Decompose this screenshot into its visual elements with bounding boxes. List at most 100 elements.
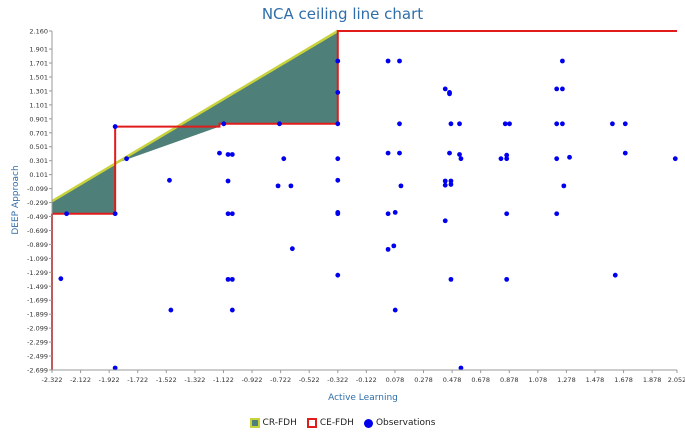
observation-point (221, 121, 227, 127)
observation-point (448, 182, 454, 187)
observation-point (622, 150, 628, 156)
observation-point (448, 276, 454, 282)
observation-point (554, 156, 560, 162)
x-tick-label: -1.322 (184, 376, 205, 384)
legend-item-ce-fdh[interactable]: CE-FDH (306, 418, 354, 428)
observation-point (458, 156, 464, 162)
observation-point (58, 276, 64, 282)
cr-fdh-line (51, 29, 339, 203)
x-tick-label: -0.722 (270, 376, 291, 384)
x-tick-label: 1.478 (586, 376, 605, 384)
x-tick-label: -0.122 (356, 376, 377, 384)
observation-point (554, 86, 560, 92)
x-tick-label: 0.478 (443, 376, 462, 384)
observation-point (448, 178, 454, 184)
observation-point (397, 150, 402, 156)
observation-point (168, 307, 174, 313)
x-tick-label: -1.522 (156, 376, 177, 384)
observation-point (225, 178, 231, 184)
y-tick-label: 1.701 (29, 60, 48, 68)
observation-point (560, 121, 565, 127)
observation-point (504, 152, 510, 158)
observation-point (335, 177, 341, 183)
observation-point (225, 152, 231, 157)
y-tick-label: -1.099 (27, 255, 48, 263)
observation-point (442, 86, 448, 92)
x-axis-label: Active Learning (328, 393, 398, 403)
y-tick-label: -1.899 (27, 311, 48, 319)
observation-point (442, 182, 448, 188)
observation-point (335, 89, 341, 95)
y-tick-label: 0.901 (29, 115, 48, 123)
x-tick-label: 1.078 (529, 376, 548, 384)
observation-point (457, 152, 462, 157)
legend-label-cr-fdh: CR-FDH (262, 418, 297, 428)
x-tick-label: 0.078 (386, 376, 405, 384)
chart-title: NCA ceiling line chart (261, 5, 424, 23)
observation-point (335, 156, 341, 162)
observation-point (277, 121, 282, 127)
x-tick-label: 0.278 (414, 376, 433, 384)
x-tick-label: -2.122 (70, 376, 91, 384)
observation-point (385, 150, 391, 156)
observation-point (554, 211, 560, 217)
observation-point (225, 276, 231, 282)
observation-point (229, 211, 235, 217)
y-tick-label: -1.499 (27, 283, 48, 291)
observation-dot-icon (363, 418, 373, 428)
observation-point (335, 272, 341, 278)
cr-fdh-swatch-icon (249, 418, 260, 428)
observation-point (385, 246, 391, 252)
observation-point (507, 121, 512, 127)
y-tick-label: -0.099 (27, 185, 48, 193)
observation-point (64, 211, 69, 217)
observation-point (335, 211, 341, 217)
legend-label-observations: Observations (375, 418, 436, 428)
x-tick-label: -1.122 (213, 376, 234, 384)
observation-point (112, 365, 118, 371)
x-tick-label: 1.878 (643, 376, 662, 384)
y-tick-label: -2.299 (27, 339, 48, 347)
x-tick-label: -1.922 (99, 376, 120, 384)
x-tick-label: 1.678 (614, 376, 633, 384)
legend-label-ce-fdh: CE-FDH (319, 418, 354, 428)
observation-point (612, 272, 618, 278)
observation-point (229, 307, 235, 313)
observation-point (398, 183, 404, 189)
y-tick-label: 1.901 (29, 46, 48, 54)
observation-point (561, 183, 567, 189)
y-tick-label: -2.099 (27, 325, 48, 333)
observation-point (442, 218, 448, 224)
observation-point (458, 365, 464, 371)
y-tick-label: -0.499 (27, 213, 48, 221)
x-tick-label: -0.322 (327, 376, 348, 384)
legend-item-cr-fdh[interactable]: CR-FDH (249, 418, 297, 428)
y-tick-label: 2.160 (29, 28, 48, 36)
observation-point (504, 211, 510, 217)
x-tick-label: 1.278 (557, 376, 576, 384)
y-tick-label: -1.699 (27, 297, 48, 305)
y-tick-label: -0.299 (27, 199, 48, 207)
cr-fdh-area (52, 31, 338, 214)
ce-fdh-swatch-icon (306, 418, 317, 428)
observation-point (229, 152, 235, 157)
observation-point (610, 121, 615, 127)
x-tick-label: 0.678 (471, 376, 490, 384)
observation-point (560, 86, 565, 92)
x-tick-label: 0.878 (500, 376, 519, 384)
observation-point (554, 121, 560, 127)
observation-point (672, 156, 678, 162)
y-tick-label: -2.699 (27, 367, 48, 375)
y-tick-label: -1.299 (27, 269, 48, 277)
observation-point (622, 121, 628, 127)
legend-item-observations[interactable]: Observations (363, 418, 436, 428)
observation-point (112, 124, 118, 129)
observation-point (217, 150, 222, 156)
y-tick-label: 0.101 (29, 171, 48, 179)
y-axis-label: DEEP Approach (11, 165, 21, 234)
observation-point (504, 156, 510, 162)
observation-point (442, 178, 448, 184)
y-tick-label: -0.699 (27, 227, 48, 235)
